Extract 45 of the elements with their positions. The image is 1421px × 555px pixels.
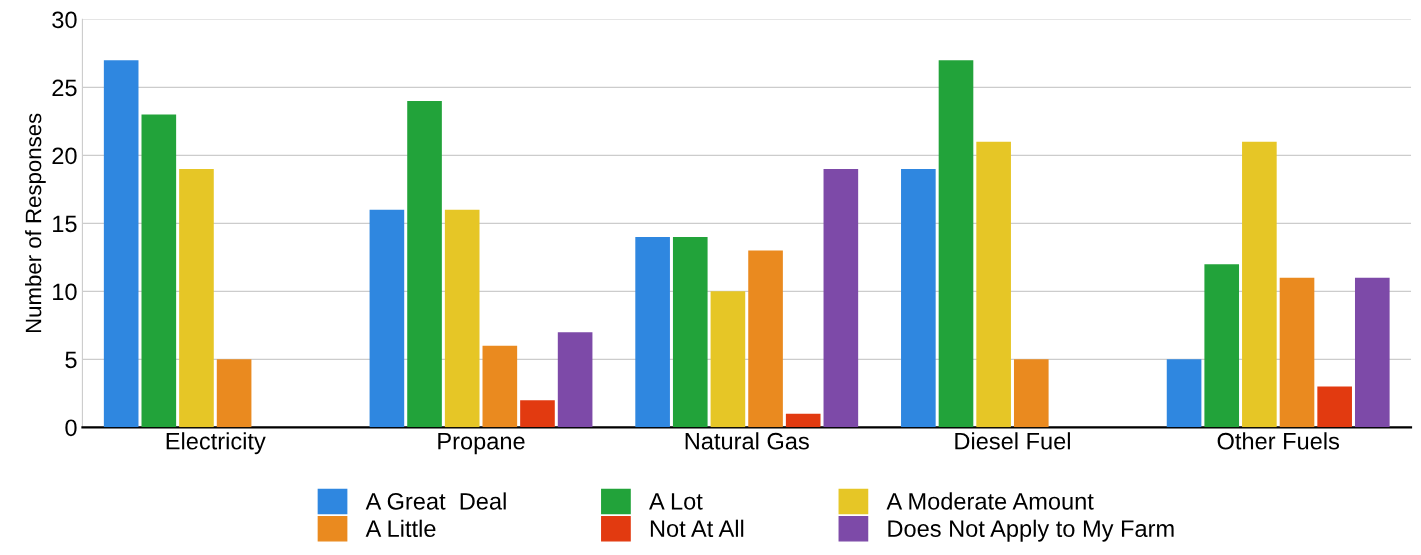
bar: [672, 236, 708, 428]
bar: [748, 250, 783, 428]
y-tick-label: 0: [65, 419, 77, 437]
bar: [823, 169, 859, 428]
bar: [103, 60, 139, 428]
bar: [1204, 264, 1240, 428]
bar: [938, 60, 974, 428]
bar: [785, 413, 821, 428]
bar: [369, 209, 405, 428]
legend-label: Does Not Apply to My Farm: [888, 519, 1174, 542]
legend-label: A Lot: [649, 493, 703, 510]
x-tick-label: Propane: [438, 433, 525, 455]
bar: [141, 114, 177, 428]
bar: [1354, 277, 1390, 428]
bar: [1317, 386, 1352, 428]
bar: [976, 141, 1011, 428]
bar: [635, 236, 670, 428]
bar: [901, 169, 936, 428]
y-axis-title: Number of Responses: [25, 113, 46, 333]
bar: [179, 169, 214, 428]
bar: [1279, 277, 1315, 428]
legend-label: A Little: [365, 519, 436, 538]
bar: [1013, 359, 1049, 428]
y-tick-label: 15: [53, 215, 77, 233]
bar: [710, 291, 746, 428]
legend-label: A Moderate Amount: [886, 492, 1094, 510]
x-tick-label: Natural Gas: [685, 432, 809, 450]
y-tick-label: 25: [52, 79, 77, 97]
x-tick-label: Diesel Fuel: [955, 432, 1070, 450]
x-tick-label: Other Fuels: [1217, 432, 1340, 450]
bar: [1242, 141, 1277, 428]
y-tick-label: 20: [52, 147, 77, 165]
y-tick-label: 5: [65, 351, 77, 369]
bar: [1166, 359, 1202, 428]
legend-label: A Great Deal: [365, 492, 506, 510]
bar: [444, 209, 480, 428]
y-tick-label: 10: [53, 283, 77, 301]
y-tick-label: 30: [52, 11, 77, 29]
bar: [520, 400, 555, 428]
bar: [216, 359, 252, 428]
x-tick-label: Electricity: [166, 432, 266, 455]
bar: [482, 345, 518, 428]
bar: [557, 332, 593, 428]
legend-label: Not At All: [650, 519, 744, 538]
bar: [407, 101, 442, 428]
